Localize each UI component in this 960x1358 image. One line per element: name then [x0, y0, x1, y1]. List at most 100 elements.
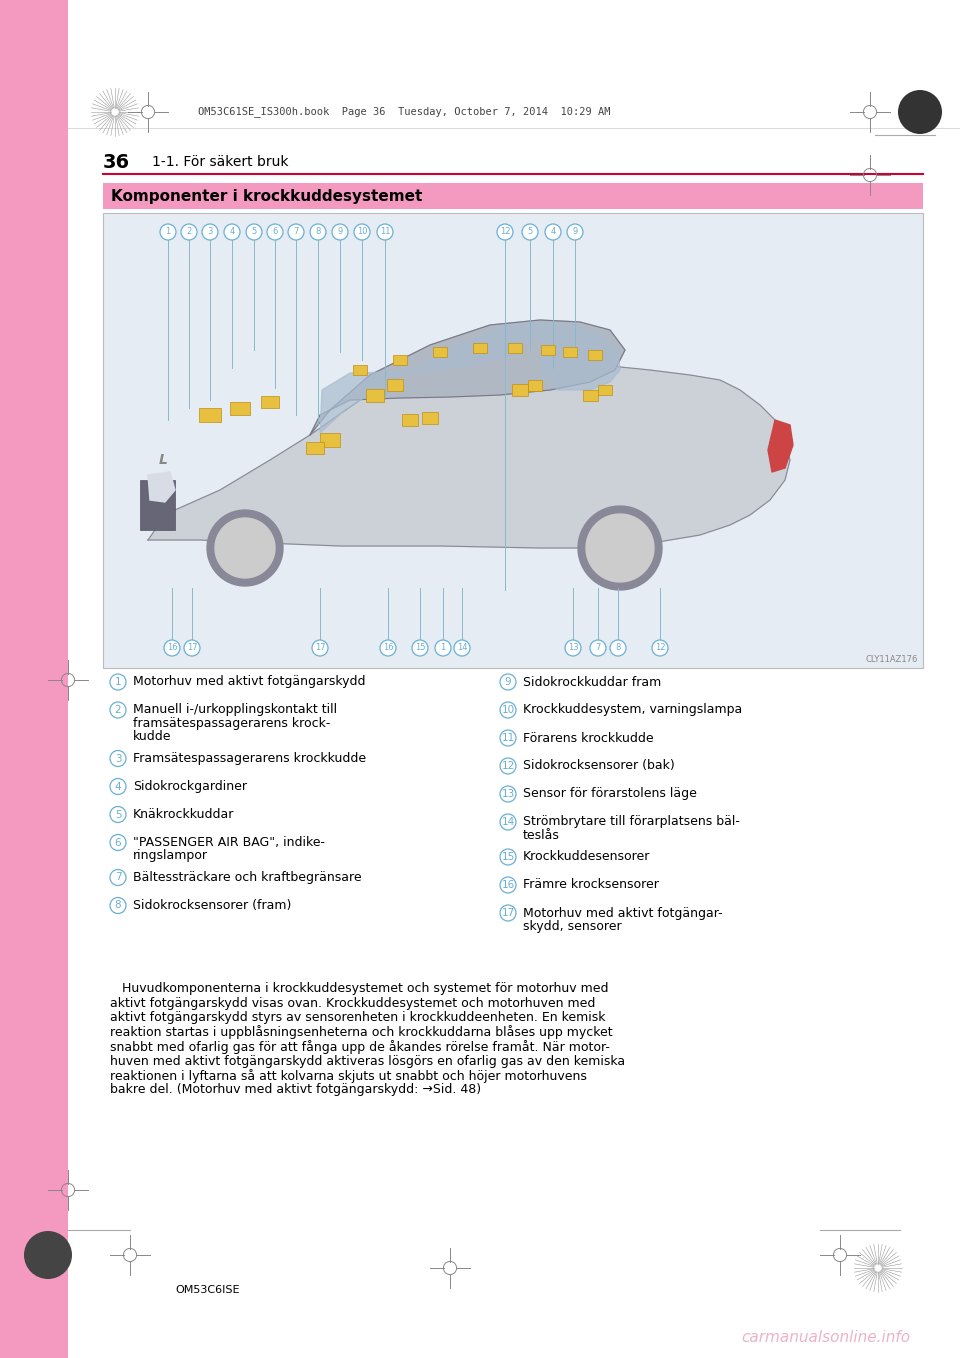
- Bar: [588, 350, 602, 360]
- Text: Knäkrockkuddar: Knäkrockkuddar: [133, 808, 234, 822]
- Text: 16: 16: [383, 644, 394, 652]
- Bar: [583, 390, 597, 401]
- Text: 17: 17: [186, 644, 198, 652]
- Text: skydd, sensorer: skydd, sensorer: [523, 919, 622, 933]
- Text: 11: 11: [380, 228, 391, 236]
- Ellipse shape: [500, 849, 516, 865]
- Ellipse shape: [380, 640, 396, 656]
- Ellipse shape: [567, 224, 583, 240]
- Text: 9: 9: [572, 228, 578, 236]
- Ellipse shape: [24, 1230, 72, 1279]
- Ellipse shape: [500, 813, 516, 830]
- Bar: [103, 213, 923, 668]
- Polygon shape: [320, 322, 540, 433]
- Bar: [393, 354, 407, 365]
- Text: 7: 7: [294, 228, 299, 236]
- Bar: [528, 379, 542, 391]
- Bar: [306, 441, 324, 454]
- Ellipse shape: [181, 224, 197, 240]
- Bar: [422, 411, 438, 424]
- Ellipse shape: [610, 640, 626, 656]
- Bar: [230, 402, 250, 414]
- Ellipse shape: [565, 640, 581, 656]
- Text: 15: 15: [415, 644, 425, 652]
- Bar: [433, 348, 447, 357]
- Bar: [366, 388, 384, 402]
- Text: kudde: kudde: [133, 731, 172, 743]
- Text: teslås: teslås: [523, 828, 560, 842]
- Ellipse shape: [202, 224, 218, 240]
- Polygon shape: [540, 323, 620, 390]
- Ellipse shape: [522, 224, 538, 240]
- Ellipse shape: [110, 869, 126, 885]
- Text: 10: 10: [357, 228, 368, 236]
- Text: Motorhuv med aktivt fotgängar-: Motorhuv med aktivt fotgängar-: [523, 907, 723, 919]
- Text: huven med aktivt fotgängarskydd aktiveras lösgörs en ofarlig gas av den kemiska: huven med aktivt fotgängarskydd aktivera…: [110, 1055, 625, 1067]
- Bar: [402, 414, 418, 426]
- Ellipse shape: [500, 674, 516, 690]
- Text: 16: 16: [501, 880, 515, 889]
- Ellipse shape: [110, 807, 126, 823]
- Ellipse shape: [110, 898, 126, 914]
- Ellipse shape: [354, 224, 370, 240]
- Text: aktivt fotgängarskydd visas ovan. Krockkuddesystemet och motorhuven med: aktivt fotgängarskydd visas ovan. Krockk…: [110, 997, 595, 1009]
- Text: reaktion startas i uppblåsningsenheterna och krockkuddarna blåses upp mycket: reaktion startas i uppblåsningsenheterna…: [110, 1025, 612, 1039]
- Text: Strömbrytare till förarplatsens bäl-: Strömbrytare till förarplatsens bäl-: [523, 816, 740, 828]
- Ellipse shape: [312, 640, 328, 656]
- Text: 15: 15: [501, 851, 515, 862]
- Text: Framsätespassagerarens krockkudde: Framsätespassagerarens krockkudde: [133, 752, 366, 765]
- Text: Komponenter i krockkuddesystemet: Komponenter i krockkuddesystemet: [111, 189, 422, 204]
- Text: Sidokrockkuddar fram: Sidokrockkuddar fram: [523, 675, 661, 689]
- Ellipse shape: [545, 224, 561, 240]
- Text: carmanualsonline.info: carmanualsonline.info: [741, 1331, 910, 1346]
- Text: 8: 8: [315, 228, 321, 236]
- Text: 12: 12: [500, 228, 511, 236]
- Bar: [563, 348, 577, 357]
- Text: Sidokrockgardiner: Sidokrockgardiner: [133, 779, 247, 793]
- Text: 5: 5: [114, 809, 121, 819]
- Polygon shape: [578, 507, 662, 589]
- Text: 4: 4: [550, 228, 556, 236]
- Ellipse shape: [110, 835, 126, 850]
- Text: 1: 1: [441, 644, 445, 652]
- Bar: [473, 344, 487, 353]
- Ellipse shape: [267, 224, 283, 240]
- Text: Sidokrocksensorer (fram): Sidokrocksensorer (fram): [133, 899, 292, 913]
- Ellipse shape: [184, 640, 200, 656]
- Text: 7: 7: [114, 872, 121, 883]
- Bar: [387, 379, 403, 391]
- Ellipse shape: [898, 90, 942, 134]
- Polygon shape: [768, 420, 793, 473]
- Text: Huvudkomponenterna i krockkuddesystemet och systemet för motorhuv med: Huvudkomponenterna i krockkuddesystemet …: [110, 982, 609, 995]
- Ellipse shape: [500, 731, 516, 746]
- Text: reaktionen i lyftarna så att kolvarna skjuts ut snabbt och höjer motorhuvens: reaktionen i lyftarna så att kolvarna sk…: [110, 1069, 587, 1082]
- Text: CLY11AZ176: CLY11AZ176: [866, 655, 918, 664]
- Ellipse shape: [164, 640, 180, 656]
- Text: Krockkuddesystem, varningslampa: Krockkuddesystem, varningslampa: [523, 703, 742, 717]
- Polygon shape: [310, 320, 625, 435]
- Text: 1: 1: [114, 678, 121, 687]
- Ellipse shape: [224, 224, 240, 240]
- Text: 11: 11: [501, 733, 515, 743]
- Ellipse shape: [412, 640, 428, 656]
- Bar: [140, 479, 175, 530]
- Text: OM53C6ISE: OM53C6ISE: [175, 1285, 239, 1296]
- Ellipse shape: [110, 674, 126, 690]
- Text: 1-1. För säkert bruk: 1-1. För säkert bruk: [152, 155, 289, 168]
- Bar: [353, 365, 367, 375]
- Ellipse shape: [652, 640, 668, 656]
- Text: 5: 5: [527, 228, 533, 236]
- Text: 13: 13: [567, 644, 578, 652]
- Text: 3: 3: [114, 754, 121, 763]
- Text: 16: 16: [167, 644, 178, 652]
- Text: 6: 6: [273, 228, 277, 236]
- Ellipse shape: [497, 224, 513, 240]
- Text: 10: 10: [501, 705, 515, 716]
- Text: 6: 6: [114, 838, 121, 847]
- Text: 4: 4: [114, 781, 121, 792]
- Ellipse shape: [110, 702, 126, 718]
- Text: framsätespassagerarens krock-: framsätespassagerarens krock-: [133, 717, 330, 731]
- Text: "PASSENGER AIR BAG", indike-: "PASSENGER AIR BAG", indike-: [133, 837, 325, 849]
- Text: 12: 12: [501, 760, 515, 771]
- Bar: [541, 345, 555, 354]
